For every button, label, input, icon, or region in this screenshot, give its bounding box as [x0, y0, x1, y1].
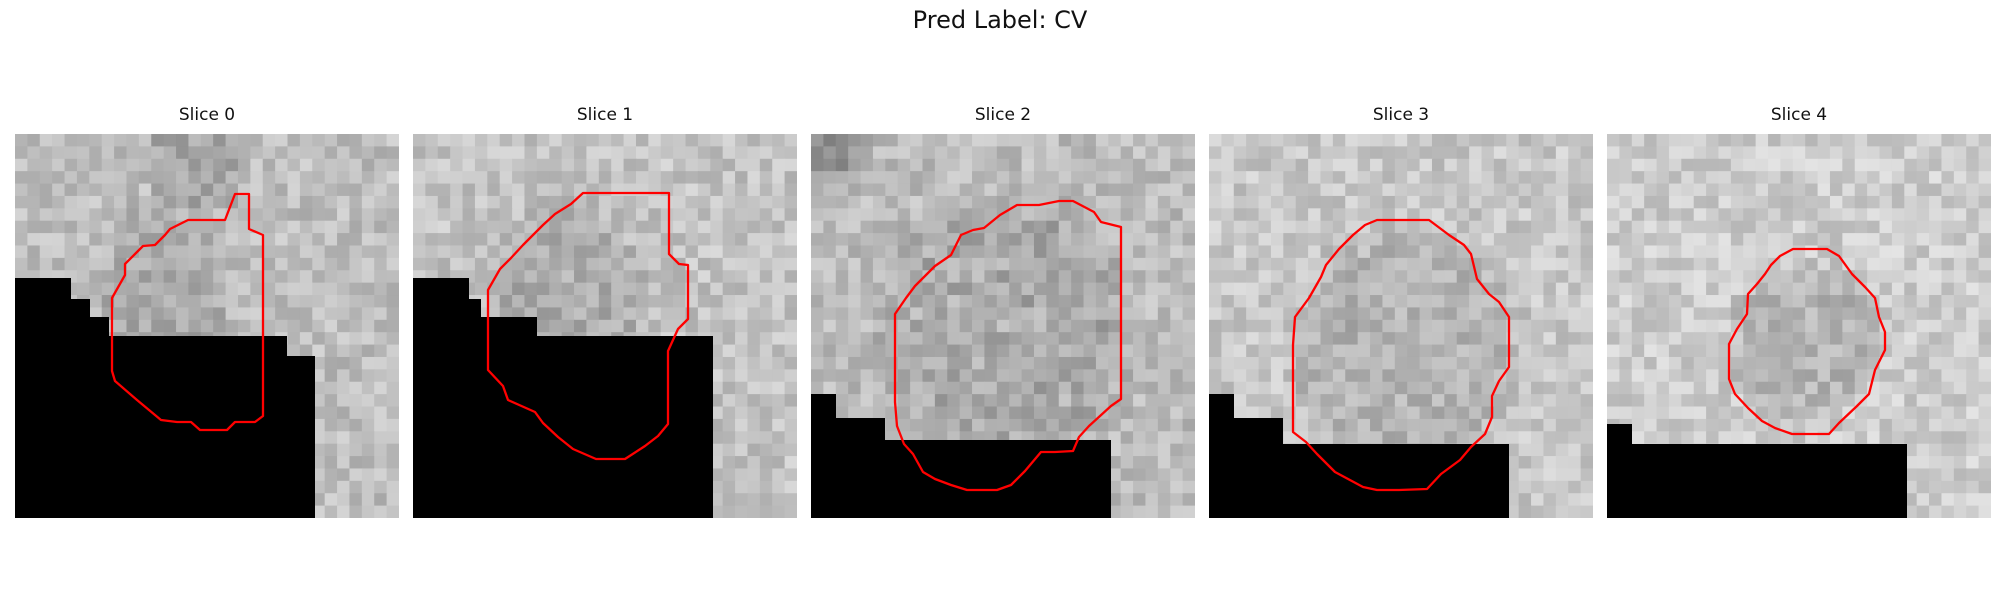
- slice-image: [1607, 134, 1991, 518]
- figure-title: Pred Label: CV: [912, 6, 1088, 34]
- background-mask: [15, 278, 315, 518]
- background-mask: [1209, 394, 1509, 518]
- segmentation-contour: [1291, 218, 1511, 492]
- slice-title: Slice 2: [974, 105, 1032, 125]
- segmentation-contour: [1727, 247, 1887, 436]
- slice-title: Slice 0: [178, 105, 236, 125]
- slice-title: Slice 4: [1770, 105, 1828, 125]
- slice-image: [15, 134, 399, 518]
- slice-image: [811, 134, 1195, 518]
- background-mask: [1607, 424, 1907, 518]
- background-mask: [811, 394, 1111, 518]
- segmentation-contour: [110, 192, 265, 432]
- segmentation-contour: [893, 199, 1123, 492]
- segmentation-contour: [486, 191, 690, 461]
- slice-title: Slice 1: [576, 105, 634, 125]
- slice-title: Slice 3: [1372, 105, 1430, 125]
- slice-image: [1209, 134, 1593, 518]
- slice-image: [413, 134, 797, 518]
